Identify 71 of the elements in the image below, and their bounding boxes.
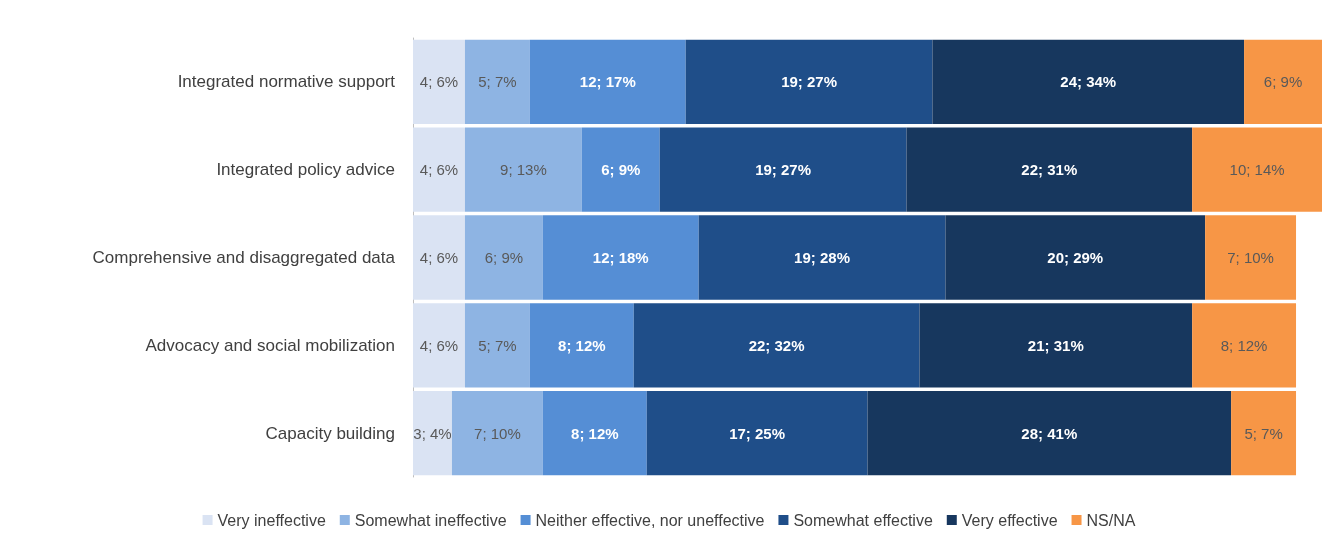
data-label: 10; 14% xyxy=(1229,161,1285,179)
bar xyxy=(906,127,1193,212)
bar xyxy=(451,390,543,476)
bar xyxy=(413,127,465,212)
bar xyxy=(413,39,465,125)
bar xyxy=(633,303,920,388)
legend-label: Neither effective, nor uneffective xyxy=(535,511,765,529)
bar xyxy=(529,39,686,125)
data-label: 19; 27% xyxy=(755,161,812,179)
y-tick-label: Integrated normative support xyxy=(177,72,396,92)
bar xyxy=(867,390,1232,476)
data-label: 3; 4% xyxy=(413,424,452,442)
y-tick-label: Integrated policy advice xyxy=(216,160,395,180)
bar xyxy=(659,127,907,212)
data-label: 21; 31% xyxy=(1027,336,1084,354)
data-label: 4; 6% xyxy=(419,73,459,91)
bar xyxy=(1192,127,1322,212)
bar xyxy=(698,215,946,300)
y-tick-label: Advocacy and social mobilization xyxy=(145,335,395,355)
data-label: 17; 25% xyxy=(729,424,786,442)
data-label: 7; 10% xyxy=(474,424,521,442)
data-label: 28; 41% xyxy=(1021,424,1078,442)
data-label: 22; 31% xyxy=(1021,161,1078,179)
legend-label: Somewhat effective xyxy=(793,511,933,529)
y-tick-label: Capacity building xyxy=(265,423,395,443)
bar xyxy=(464,127,582,212)
bar xyxy=(413,215,465,300)
data-label: 8; 12% xyxy=(558,336,606,354)
bar xyxy=(464,39,530,125)
bar xyxy=(685,39,933,125)
data-label: 4; 6% xyxy=(419,161,459,179)
data-label: 5; 7% xyxy=(1244,424,1283,442)
data-label: 20; 29% xyxy=(1047,249,1104,266)
bar xyxy=(464,215,543,300)
data-label: 7; 10% xyxy=(1227,249,1274,266)
bar xyxy=(581,127,660,212)
data-label: 19; 28% xyxy=(794,249,850,266)
bar xyxy=(1205,215,1297,300)
bar xyxy=(932,39,1245,125)
data-label: 6; 9% xyxy=(601,161,641,179)
data-label: 12; 17% xyxy=(579,73,636,91)
bar xyxy=(646,390,868,476)
data-label: 4; 6% xyxy=(419,336,459,354)
data-label: 5; 7% xyxy=(478,336,517,354)
bar xyxy=(1244,39,1322,125)
bar xyxy=(542,390,647,476)
legend-label: NS/NA xyxy=(1086,511,1136,529)
bar xyxy=(542,215,699,300)
data-label: 24; 34% xyxy=(1060,73,1117,91)
y-tick-label: Comprehensive and disaggregated data xyxy=(92,248,396,267)
bar xyxy=(464,303,530,388)
data-label: 5; 7% xyxy=(478,73,517,91)
legend-label: Very ineffective xyxy=(217,511,326,529)
bar xyxy=(945,215,1206,300)
bar xyxy=(413,303,465,388)
legend-label: Very effective xyxy=(961,511,1058,529)
data-label: 8; 12% xyxy=(1220,336,1268,354)
bar xyxy=(1231,390,1297,476)
data-label: 6; 9% xyxy=(484,249,524,266)
legend-label: Somewhat ineffective xyxy=(354,511,507,529)
data-label: 12; 18% xyxy=(592,249,649,266)
data-label: 22; 32% xyxy=(748,336,805,354)
data-label: 9; 13% xyxy=(500,161,547,179)
bar xyxy=(919,303,1193,388)
bar xyxy=(413,390,452,476)
bar xyxy=(529,303,634,388)
bar xyxy=(1192,303,1297,388)
data-label: 6; 9% xyxy=(1263,73,1303,91)
data-label: 8; 12% xyxy=(571,424,619,442)
data-label: 19; 27% xyxy=(781,73,837,91)
data-label: 4; 6% xyxy=(419,249,459,266)
